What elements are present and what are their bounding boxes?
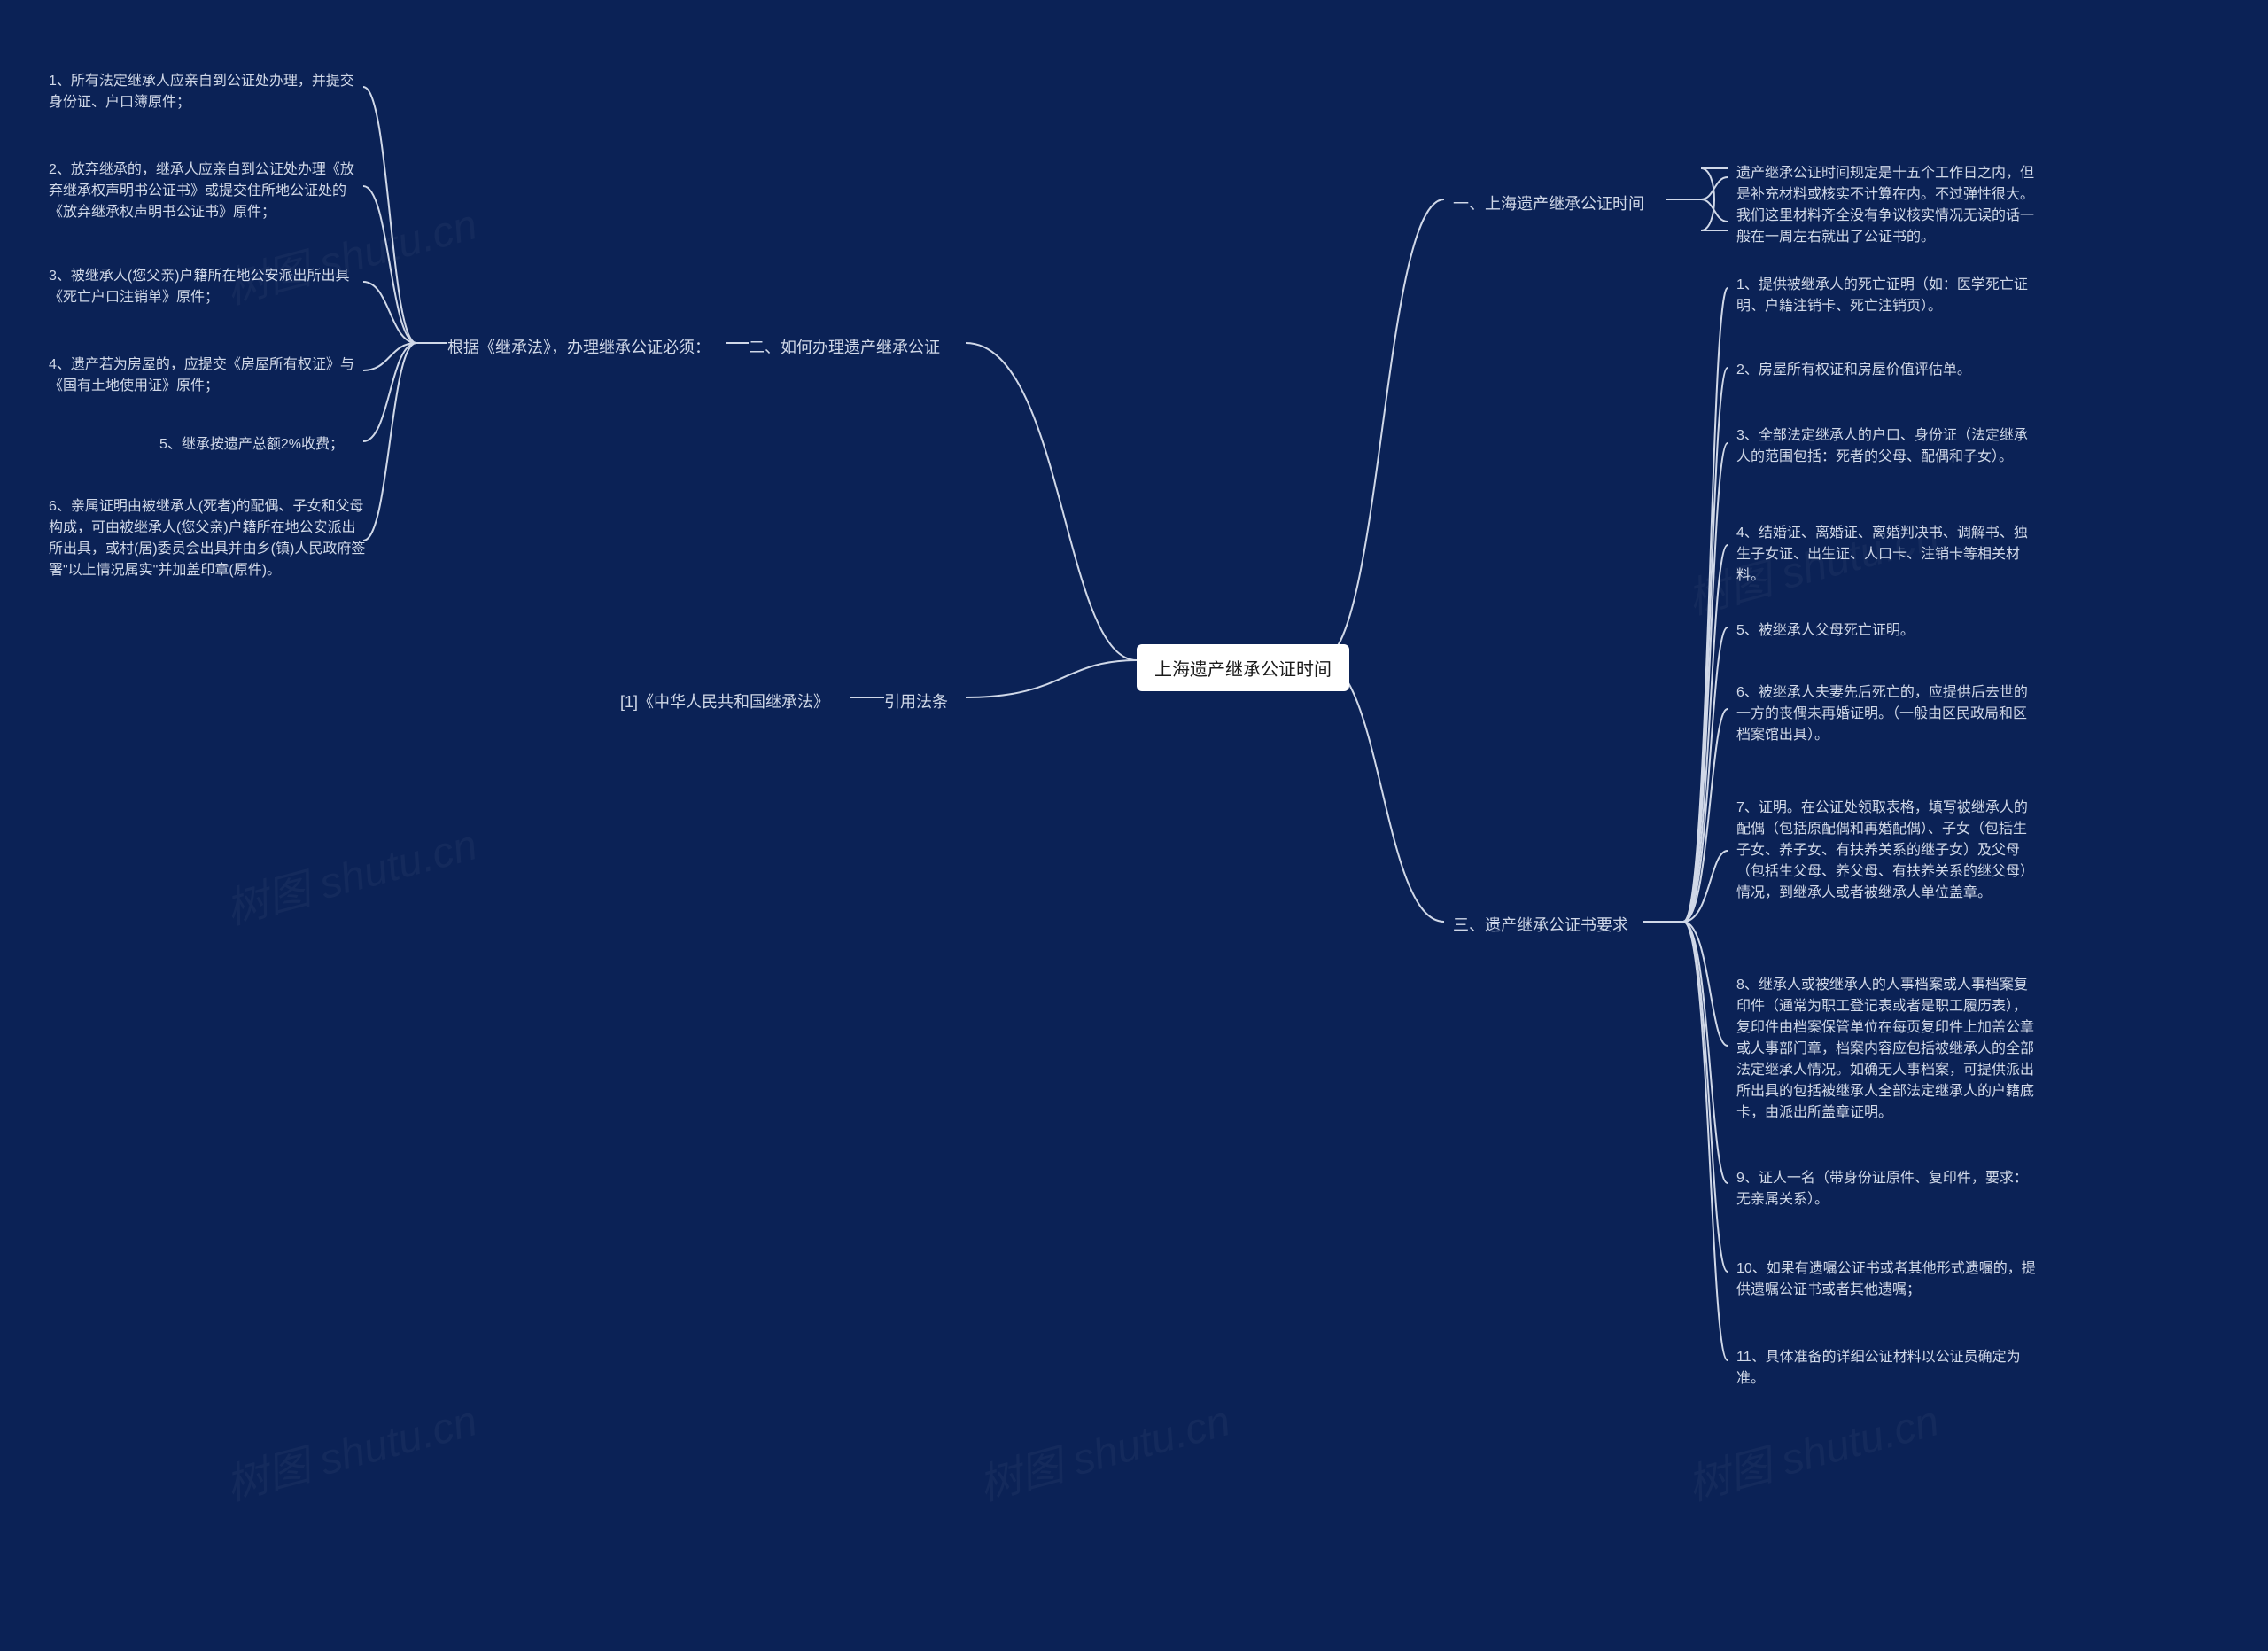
leaf-node: 1、所有法定继承人应亲自到公证处办理，并提交身份证、户口簿原件； bbox=[49, 71, 359, 113]
leaf-text: 5、被继承人父母死亡证明。 bbox=[1736, 623, 1915, 638]
leaf-node: 5、被继承人父母死亡证明。 bbox=[1736, 620, 1915, 642]
sub-label: [1]《中华人民共和国继承法》 bbox=[620, 693, 829, 711]
leaf-text: 5、继承按遗产总额2%收费； bbox=[159, 437, 344, 452]
sub-node-ref: [1]《中华人民共和国继承法》 bbox=[620, 689, 829, 713]
watermark: 树图 shutu.cn bbox=[1680, 1386, 1945, 1513]
leaf-node: 2、放弃继承的，继承人应亲自到公证处办理《放弃继承权声明书公证书》或提交住所地公… bbox=[49, 160, 368, 223]
leaf-text: 10、如果有遗嘱公证书或者其他形式遗嘱的，提供遗嘱公证书或者其他遗嘱； bbox=[1736, 1261, 2036, 1297]
branch-label: 一、上海遗产继承公证时间 bbox=[1453, 195, 1644, 213]
leaf-node: 7、证明。在公证处领取表格，填写被继承人的配偶（包括原配偶和再婚配偶）、子女（包… bbox=[1736, 798, 2038, 904]
leaf-node: 11、具体准备的详细公证材料以公证员确定为准。 bbox=[1736, 1347, 2038, 1390]
watermark: 树图 shutu.cn bbox=[218, 810, 483, 937]
leaf-node: 6、被继承人夫妻先后死亡的，应提供后去世的一方的丧偶未再婚证明。（一般由区民政局… bbox=[1736, 682, 2038, 746]
branch-label: 三、遗产继承公证书要求 bbox=[1453, 916, 1628, 934]
leaf-text: 3、被继承人(您父亲)户籍所在地公安派出所出具《死亡户口注销单》原件； bbox=[49, 269, 350, 305]
leaf-text: 8、继承人或被继承人的人事档案或人事档案复印件（通常为职工登记表或者是职工履历表… bbox=[1736, 977, 2034, 1120]
leaf-text: 2、放弃继承的，继承人应亲自到公证处办理《放弃继承权声明书公证书》或提交住所地公… bbox=[49, 162, 354, 220]
leaf-node: 6、亲属证明由被继承人(死者)的配偶、子女和父母构成，可由被继承人(您父亲)户籍… bbox=[49, 496, 368, 581]
branch-node-2: 二、如何办理遗产继承公证 bbox=[749, 335, 940, 358]
leaf-text: 6、被继承人夫妻先后死亡的，应提供后去世的一方的丧偶未再婚证明。（一般由区民政局… bbox=[1736, 685, 2028, 743]
leaf-text: 4、结婚证、离婚证、离婚判决书、调解书、独生子女证、出生证、人口卡、注销卡等相关… bbox=[1736, 526, 2028, 583]
leaf-node: 3、被继承人(您父亲)户籍所在地公安派出所出具《死亡户口注销单》原件； bbox=[49, 266, 359, 308]
leaf-text: 1、所有法定继承人应亲自到公证处办理，并提交身份证、户口簿原件； bbox=[49, 74, 354, 110]
watermark: 树图 shutu.cn bbox=[971, 1386, 1236, 1513]
leaf-text: 6、亲属证明由被继承人(死者)的配偶、子女和父母构成，可由被继承人(您父亲)户籍… bbox=[49, 499, 365, 578]
leaf-text: 2、房屋所有权证和房屋价值评估单。 bbox=[1736, 362, 1971, 378]
leaf-node: 4、遗产若为房屋的，应提交《房屋所有权证》与《国有土地使用证》原件； bbox=[49, 354, 359, 397]
branch-node-1: 一、上海遗产继承公证时间 bbox=[1453, 191, 1644, 214]
leaf-node: 1、提供被继承人的死亡证明（如：医学死亡证明、户籍注销卡、死亡注销页）。 bbox=[1736, 275, 2038, 317]
sub-label: 根据《继承法》，办理继承公证必须： bbox=[447, 339, 711, 356]
leaf-text: 7、证明。在公证处领取表格，填写被继承人的配偶（包括原配偶和再婚配偶）、子女（包… bbox=[1736, 800, 2034, 900]
leaf-node: 4、结婚证、离婚证、离婚判决书、调解书、独生子女证、出生证、人口卡、注销卡等相关… bbox=[1736, 523, 2038, 587]
sub-node-2: 根据《继承法》，办理继承公证必须： bbox=[447, 335, 711, 358]
watermark: 树图 shutu.cn bbox=[218, 1386, 483, 1513]
leaf-text: 9、证人一名（带身份证原件、复印件，要求：无亲属关系）。 bbox=[1736, 1171, 2028, 1207]
leaf-text: 1、提供被继承人的死亡证明（如：医学死亡证明、户籍注销卡、死亡注销页）。 bbox=[1736, 277, 2028, 314]
leaf-text: 3、全部法定继承人的户口、身份证（法定继承人的范围包括：死者的父母、配偶和子女）… bbox=[1736, 428, 2028, 464]
branch-label: 引用法条 bbox=[884, 693, 948, 711]
leaf-text: 4、遗产若为房屋的，应提交《房屋所有权证》与《国有土地使用证》原件； bbox=[49, 357, 354, 393]
branch-label: 二、如何办理遗产继承公证 bbox=[749, 339, 940, 356]
branch-node-ref: 引用法条 bbox=[884, 689, 948, 713]
root-label: 上海遗产继承公证时间 bbox=[1154, 660, 1332, 680]
branch-node-3: 三、遗产继承公证书要求 bbox=[1453, 913, 1628, 936]
root-node: 上海遗产继承公证时间 bbox=[1137, 644, 1349, 691]
leaf-node: 5、继承按遗产总额2%收费； bbox=[159, 434, 344, 456]
leaf-node: 遗产继承公证时间规定是十五个工作日之内，但是补充材料或核实不计算在内。不过弹性很… bbox=[1736, 163, 2038, 248]
leaf-text: 11、具体准备的详细公证材料以公证员确定为准。 bbox=[1736, 1350, 2021, 1386]
leaf-node: 8、继承人或被继承人的人事档案或人事档案复印件（通常为职工登记表或者是职工履历表… bbox=[1736, 975, 2038, 1124]
leaf-node: 9、证人一名（带身份证原件、复印件，要求：无亲属关系）。 bbox=[1736, 1168, 2038, 1211]
leaf-node: 10、如果有遗嘱公证书或者其他形式遗嘱的，提供遗嘱公证书或者其他遗嘱； bbox=[1736, 1258, 2038, 1301]
leaf-text: 遗产继承公证时间规定是十五个工作日之内，但是补充材料或核实不计算在内。不过弹性很… bbox=[1736, 166, 2034, 245]
leaf-node: 2、房屋所有权证和房屋价值评估单。 bbox=[1736, 360, 1971, 381]
leaf-node: 3、全部法定继承人的户口、身份证（法定继承人的范围包括：死者的父母、配偶和子女）… bbox=[1736, 425, 2038, 468]
